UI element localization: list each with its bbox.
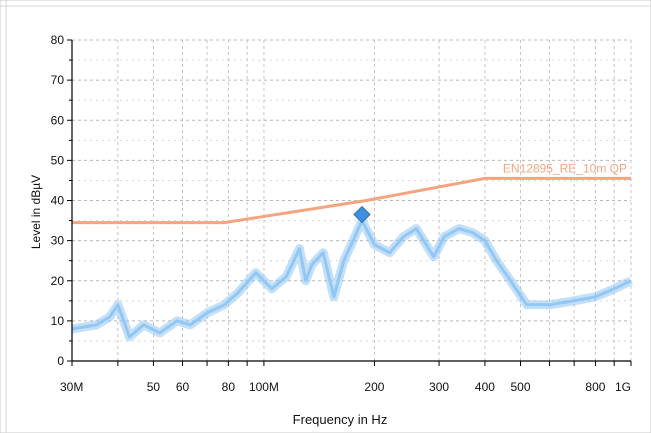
x-tick-label: 50 <box>147 380 161 394</box>
x-tick-label: 200 <box>364 380 384 394</box>
x-tick-label: 400 <box>475 380 495 394</box>
x-tick-label: 500 <box>510 380 530 394</box>
y-tick-label: 20 <box>51 274 65 288</box>
y-tick-label: 10 <box>51 314 65 328</box>
series-layer <box>71 176 633 342</box>
plot-area: 0 10 20 30 40 50 60 70 80 30M 50 60 80 100M 200 300 400 5… <box>51 33 633 394</box>
limit-line <box>72 176 631 225</box>
tick-labels: 0 10 20 30 40 50 60 70 80 30M 50 60 80 100M 200 300 400 5… <box>51 33 631 394</box>
y-tick-label: 60 <box>51 113 65 127</box>
y-tick-label: 30 <box>51 234 65 248</box>
x-tick-label: 60 <box>176 380 190 394</box>
y-tick-label: 70 <box>51 73 65 87</box>
x-tick-label: 300 <box>429 380 449 394</box>
measurement-trace <box>71 219 632 339</box>
axes <box>67 39 632 366</box>
y-tick-label: 40 <box>51 194 65 208</box>
y-tick-label: 50 <box>51 153 65 167</box>
y-axis-label: Level in dBµV <box>29 175 43 249</box>
x-tick-label: 80 <box>222 380 236 394</box>
limit-line-label: EN12895_RE_10m QP <box>503 161 627 175</box>
x-axis-label: Frequency in Hz <box>293 412 388 427</box>
marker-layer <box>353 205 371 224</box>
x-tick-label: 800 <box>585 380 605 394</box>
y-tick-label: 80 <box>51 33 65 47</box>
y-tick-label: 0 <box>57 354 64 368</box>
x-tick-label: 30M <box>60 380 83 394</box>
x-tick-label: 100M <box>249 380 279 394</box>
x-tick-label: 1G <box>615 380 631 394</box>
peak-marker-diamond <box>353 205 371 224</box>
